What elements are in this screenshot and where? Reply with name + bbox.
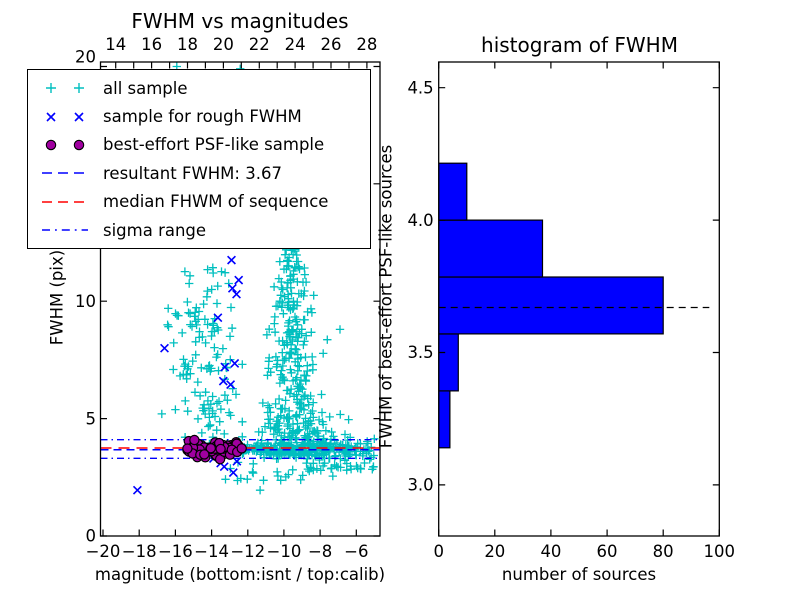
x-tick-label: 100 <box>704 542 736 561</box>
legend-marker-glyph <box>46 112 84 122</box>
legend-item-resultant-fwhm: resultant FWHM: 3.67 <box>28 159 370 187</box>
right-plot-tick-labels: 0 20 40 60 80 100 3.0 3.5 4.0 4.5 <box>407 78 735 561</box>
legend-marker-glyph <box>42 172 88 175</box>
legend-item-all-sample: all sample <box>28 74 370 102</box>
psf-sample-point <box>236 443 247 454</box>
x-tick-label: −20 <box>86 542 121 561</box>
x-tick-label: −12 <box>230 542 265 561</box>
legend-box: all sample sample for rough FWHM best-ef… <box>27 69 371 249</box>
rough-sample-cross-marker-icon <box>36 106 94 128</box>
x-tick-label: 60 <box>597 542 618 561</box>
x-tick-label: −16 <box>158 542 193 561</box>
x-top-tick-label: 18 <box>177 35 198 54</box>
histogram-bar <box>438 276 664 335</box>
right-plot-ticks <box>438 62 720 536</box>
y-tick-label: 10 <box>75 292 96 311</box>
legend-label: sample for rough FWHM <box>103 107 302 127</box>
y-tick-label: 0 <box>86 527 97 546</box>
y-tick-label: 3.5 <box>407 343 433 362</box>
x-tick-label: 40 <box>540 542 561 561</box>
x-tick-label: 80 <box>653 542 674 561</box>
psf-sample-point <box>189 434 200 446</box>
y-tick-label: 5 <box>86 409 97 428</box>
y-tick-label: 4.5 <box>407 78 433 97</box>
legend-item-psf-sample: best-effort PSF-like sample <box>28 131 370 159</box>
legend-item-sigma-range: sigma range <box>28 216 370 244</box>
legend-marker-glyph <box>45 139 85 151</box>
right-plot-ylabel: FWHM of best-effort PSF-like sources <box>376 144 396 449</box>
histogram-bar <box>438 162 468 221</box>
right-plot-title: histogram of FWHM <box>481 33 678 57</box>
x-top-tick-label: 26 <box>321 35 342 54</box>
legend-marker-glyph <box>42 200 88 203</box>
x-top-tick-label: 22 <box>249 35 270 54</box>
right-plot-frame <box>438 61 720 537</box>
y-tick-label: 3.0 <box>407 476 433 495</box>
x-tick-label: −10 <box>267 542 302 561</box>
legend-label: all sample <box>103 78 188 98</box>
psf-sample-circle-marker-icon <box>36 134 94 156</box>
psf-sample-point <box>199 449 210 460</box>
psf-sample-point <box>215 443 226 455</box>
scatter-psf-sample <box>182 434 247 465</box>
psf-sample-point <box>182 443 193 454</box>
right-plot-area <box>438 162 710 449</box>
right-plot-xlabel: number of sources <box>501 565 657 584</box>
histogram-bar <box>438 219 544 278</box>
x-tick-label: −6 <box>344 542 368 561</box>
y-tick-label: 4.0 <box>407 211 433 230</box>
median-dashed-line-icon <box>36 191 94 213</box>
left-plot-title: FWHM vs magnitudes <box>131 9 349 33</box>
all-sample-plus-marker-icon <box>36 77 94 99</box>
left-plot-frame <box>99 61 381 537</box>
histogram-bar <box>438 390 451 449</box>
x-tick-label: −14 <box>194 542 229 561</box>
psf-sample-point <box>205 443 216 454</box>
x-tick-label: −18 <box>122 542 157 561</box>
x-tick-label: 0 <box>433 542 444 561</box>
legend-label: resultant FWHM: 3.67 <box>103 163 282 183</box>
legend-label: best-effort PSF-like sample <box>103 135 325 155</box>
legend-label: sigma range <box>103 220 207 240</box>
x-top-tick-label: 28 <box>356 35 377 54</box>
left-plot-area <box>100 62 380 495</box>
x-top-tick-label: 16 <box>141 35 162 54</box>
legend-label: median FHWM of sequence <box>103 192 329 212</box>
x-top-tick-label: 14 <box>105 35 126 54</box>
x-top-tick-label: 20 <box>213 35 234 54</box>
legend-item-rough-fwhm-sample: sample for rough FWHM <box>28 102 370 130</box>
legend-marker-glyph <box>42 229 88 231</box>
left-plot-xlabel: magnitude (bottom:isnt / top:calib) <box>94 565 386 584</box>
legend-item-median-fwhm: median FHWM of sequence <box>28 188 370 216</box>
y-tick-label: 20 <box>75 47 96 66</box>
sigma-dashdot-line-icon <box>36 219 94 241</box>
legend-marker-glyph <box>46 83 84 94</box>
histogram-bar <box>438 333 459 392</box>
resultant-dashed-line-icon <box>36 162 94 184</box>
scatter-all-sample <box>157 62 379 495</box>
x-tick-label: −8 <box>308 542 332 561</box>
x-tick-label: 20 <box>484 542 505 561</box>
x-top-tick-label: 24 <box>285 35 306 54</box>
